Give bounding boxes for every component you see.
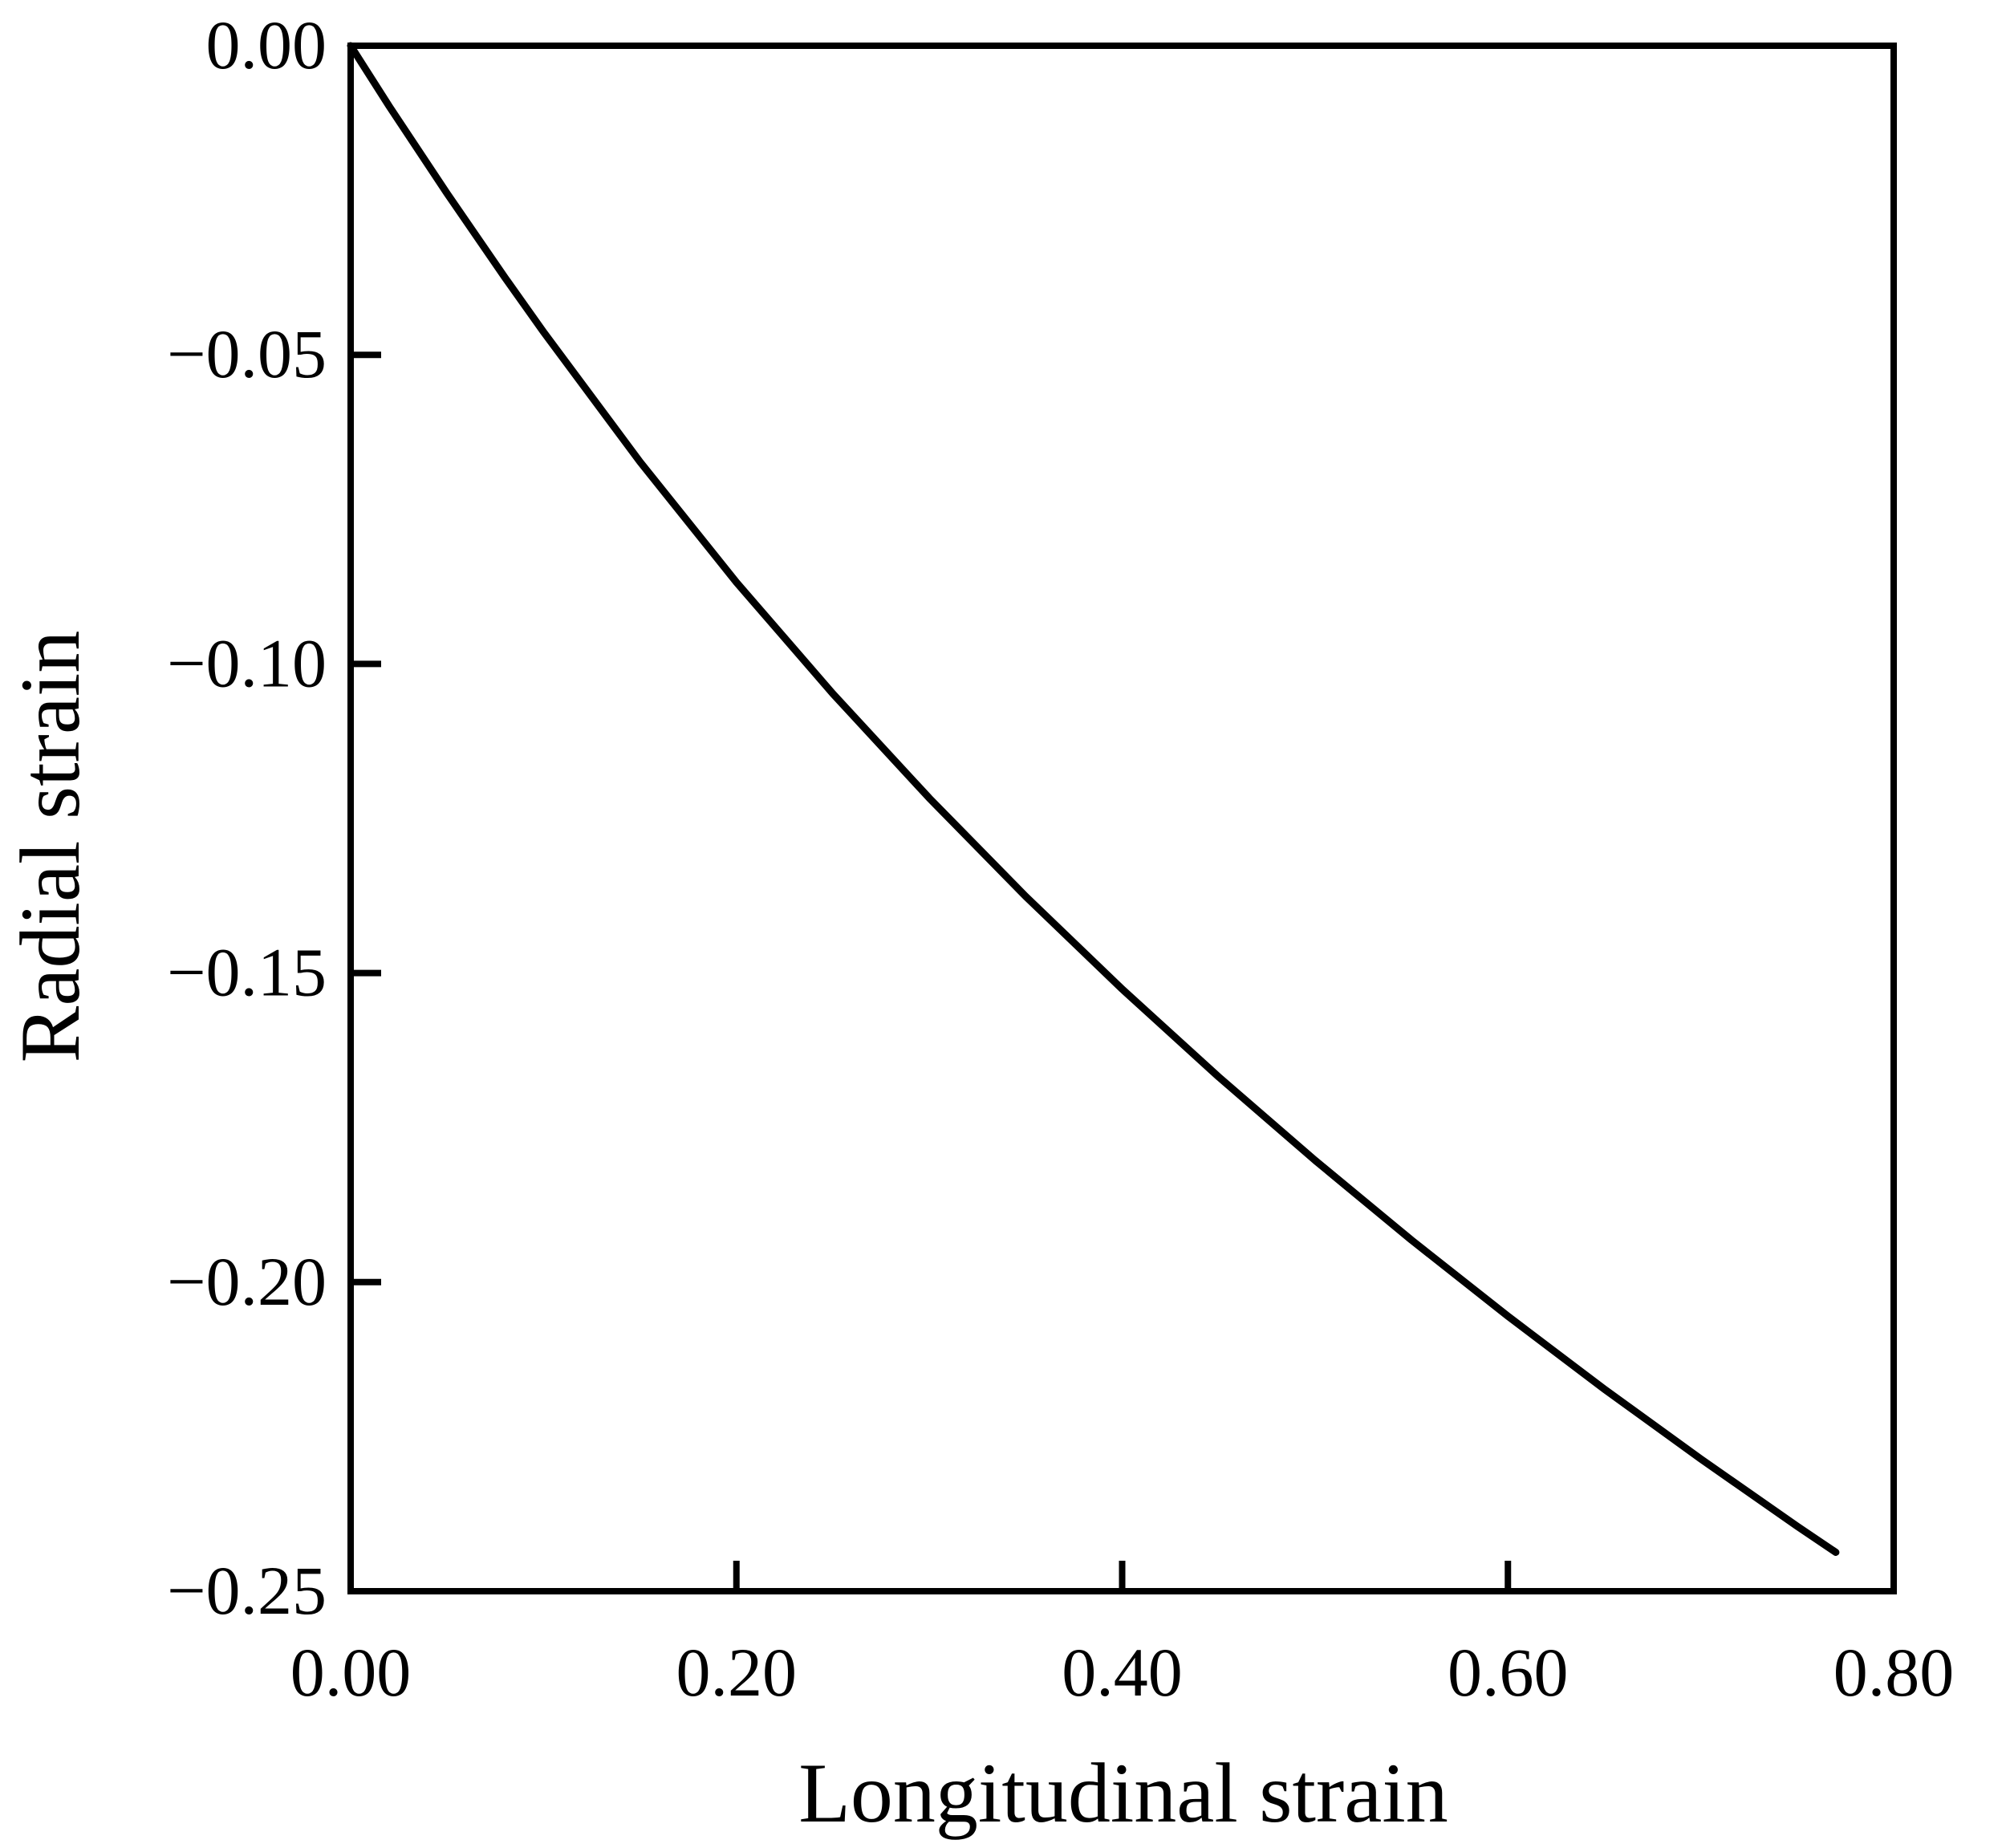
y-tick-label: −0.20 [167, 1243, 327, 1320]
y-tick-label: −0.05 [167, 315, 327, 392]
x-tick-label: 0.60 [1448, 1634, 1569, 1711]
x-tick-label: 0.00 [290, 1634, 412, 1711]
y-tick-label: 0.00 [206, 6, 327, 83]
y-tick-label: −0.15 [167, 934, 327, 1011]
x-tick-label: 0.20 [676, 1634, 798, 1711]
y-axis-ticks: 0.00 −0.05 −0.10 −0.15 −0.20 −0.25 [167, 6, 381, 1629]
x-tick-label: 0.80 [1833, 1634, 1955, 1711]
series-line [347, 42, 1840, 1556]
y-tick-label: −0.25 [167, 1552, 327, 1629]
x-axis-ticks: 0.00 0.20 0.40 0.60 0.80 [290, 1561, 1955, 1711]
x-axis-title: Longitudinal strain [798, 1746, 1448, 1840]
x-tick-label: 0.40 [1062, 1634, 1183, 1711]
y-axis-title: Radial strain [3, 631, 97, 1063]
y-tick-label: −0.10 [167, 624, 327, 701]
